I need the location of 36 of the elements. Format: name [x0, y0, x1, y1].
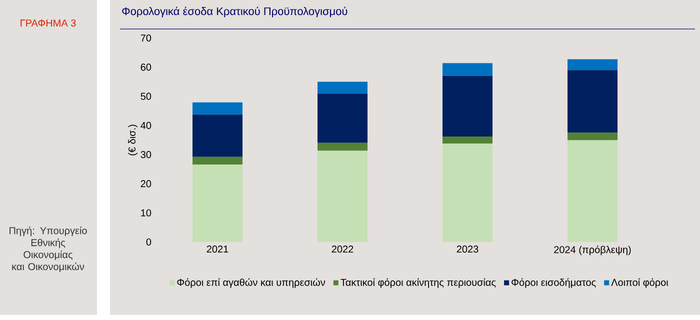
bar	[568, 140, 618, 242]
legend-label: Τακτικοί φόροι ακίνητης περιουσίας	[340, 278, 496, 288]
bar	[442, 144, 493, 242]
bar	[192, 156, 243, 164]
bar	[442, 76, 493, 137]
bar	[192, 114, 243, 157]
x-tick-label: 2023	[456, 246, 478, 253]
bar	[442, 63, 493, 76]
bar	[192, 164, 243, 242]
bar	[568, 132, 618, 140]
y-tick-label: 40	[140, 122, 152, 129]
bar	[318, 94, 368, 143]
y-tick-label: 0	[146, 238, 152, 246]
bar	[318, 150, 368, 242]
chart-title: Φορολογικά έσοδα Κρατικού Προϋπολογισμού	[122, 6, 348, 18]
x-tick-label: 2024 (πρόβλεψη)	[554, 246, 631, 256]
y-tick-label: 60	[140, 64, 152, 71]
y-axis-title: (€ δισ.)	[128, 124, 138, 156]
y-tick-label: 30	[140, 151, 152, 158]
legend-label: Λοιποί φόροι	[611, 278, 668, 288]
bar	[568, 70, 618, 133]
bar	[568, 59, 618, 70]
x-tick-label: 2022	[332, 246, 354, 253]
y-tick-label: 10	[141, 209, 152, 216]
x-tick-label: 2021	[206, 246, 228, 253]
y-tick-label: 70	[140, 34, 152, 42]
bar	[318, 142, 368, 151]
text: Πηγή: Υπουργείο Εθνικής Οικονομίας και Οικονομικών	[10, 226, 87, 272]
y-tick-label: 50	[140, 92, 152, 100]
legend-label: Φόροι επί αγαθών και υπηρεσιών	[177, 278, 326, 288]
y-tick-label: 20	[140, 180, 152, 188]
bar	[318, 82, 368, 94]
bar	[192, 102, 243, 115]
text: ΓΡΑΦΗΜΑ 3	[20, 19, 76, 27]
legend-label: Φόροι εισοδήματος	[512, 278, 596, 288]
bar	[442, 136, 493, 144]
